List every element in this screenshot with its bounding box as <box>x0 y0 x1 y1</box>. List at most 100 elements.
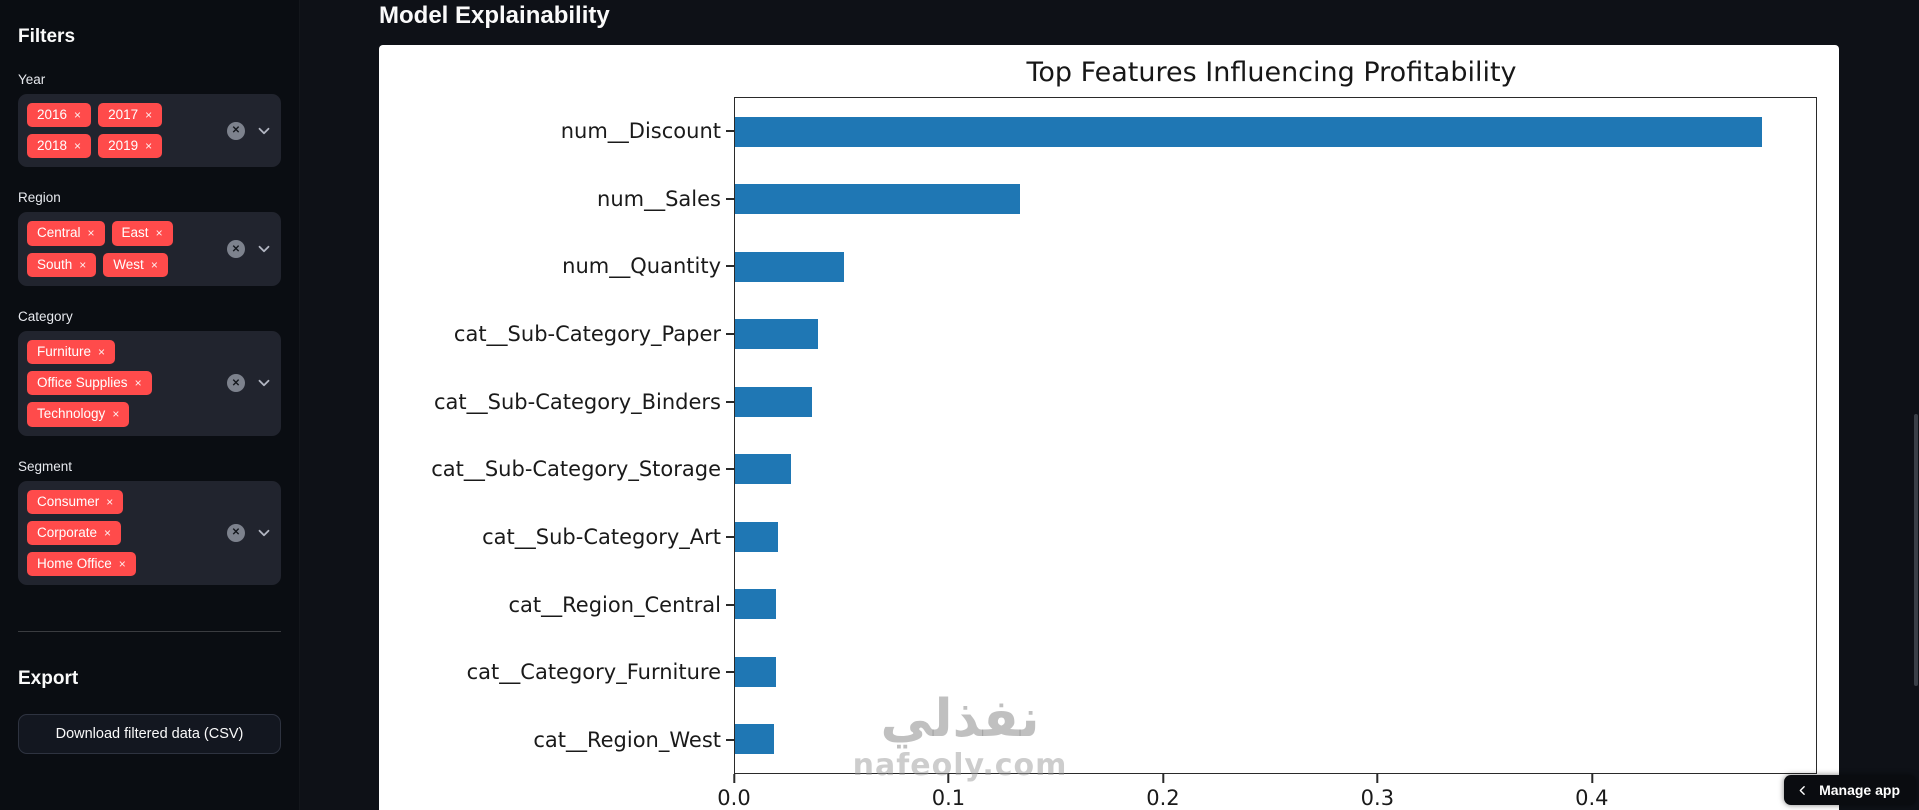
scrollbar-thumb[interactable] <box>1914 414 1918 686</box>
y-tick-label: cat__Sub-Category_Storage <box>431 457 721 482</box>
filter-label: Region <box>18 190 61 206</box>
tag-remove-icon[interactable]: × <box>104 525 112 540</box>
filter-tag[interactable]: East × <box>111 221 173 246</box>
y-label-row: cat__Category_Furniture <box>397 639 734 707</box>
y-tick-mark <box>726 332 734 335</box>
tag-label: West <box>113 256 144 272</box>
bar-row <box>735 98 1816 166</box>
y-label-row: num__Sales <box>397 165 734 233</box>
filter-groups: Year 2016 × 2017 × 2018 × 2019 × ✕ Region Centr… <box>18 72 281 586</box>
x-tick-label: 0.3 <box>1360 786 1395 810</box>
multiselect-controls: ✕ <box>217 121 273 140</box>
feature-importance-bar <box>735 454 791 485</box>
y-label-row: cat__Sub-Category_Binders <box>397 368 734 436</box>
feature-importance-bar <box>735 589 776 620</box>
tag-remove-icon[interactable]: × <box>79 257 87 272</box>
filter-tag[interactable]: Corporate × <box>27 520 122 545</box>
tag-label: South <box>37 256 73 272</box>
tag-remove-icon[interactable]: × <box>145 139 153 154</box>
y-tick-label: num__Discount <box>560 118 721 143</box>
chevron-down-icon[interactable] <box>255 240 273 258</box>
filter-group: Segment Consumer × Corporate × Home Office × … <box>18 459 281 586</box>
tag-list: Furniture × Office Supplies × Technology × <box>26 339 217 428</box>
main-content: Model Explainability Top Features Influe… <box>300 0 1919 810</box>
feature-importance-bar <box>735 656 776 687</box>
chevron-down-icon[interactable] <box>255 374 273 392</box>
tag-remove-icon[interactable]: × <box>74 108 82 123</box>
clear-all-icon[interactable]: ✕ <box>227 374 245 393</box>
clear-all-icon[interactable]: ✕ <box>227 523 245 542</box>
export-heading: Export <box>18 668 79 690</box>
tag-list: Central × East × South × West × <box>26 220 217 277</box>
clear-all-icon[interactable]: ✕ <box>227 121 245 140</box>
bar-row <box>735 638 1816 706</box>
y-tick-label: num__Quantity <box>562 254 721 279</box>
y-label-row: cat__Region_Central <box>397 571 734 639</box>
x-tick: 0.0 <box>717 774 751 810</box>
sidebar-divider <box>18 631 281 633</box>
multiselect[interactable]: Central × East × South × West × ✕ <box>18 212 281 286</box>
filter-group: Region Central × East × South × West × ✕ <box>18 190 281 286</box>
feature-importance-bar <box>735 319 819 350</box>
bar-row <box>735 301 1816 369</box>
y-tick-label: cat__Sub-Category_Binders <box>434 389 721 414</box>
tag-label: 2016 <box>37 107 68 122</box>
tag-remove-icon[interactable]: × <box>98 344 106 359</box>
x-tick: 0.1 <box>932 774 965 810</box>
tag-remove-icon[interactable]: × <box>74 139 82 154</box>
download-csv-button[interactable]: Download filtered data (CSV) <box>18 714 281 755</box>
tag-label: East <box>121 225 149 241</box>
manage-app-button[interactable]: Manage app <box>1784 775 1916 805</box>
filter-tag[interactable]: West × <box>103 252 168 277</box>
sidebar: Filters Year 2016 × 2017 × 2018 × 2019 × ✕ Regi… <box>0 0 300 810</box>
x-tick: 0.4 <box>1575 774 1609 810</box>
y-label-row: cat__Sub-Category_Art <box>397 503 734 571</box>
filter-group: Year 2016 × 2017 × 2018 × 2019 × ✕ <box>18 72 281 168</box>
x-tick-mark <box>947 774 950 783</box>
x-tick-mark <box>733 774 735 783</box>
feature-importance-bar <box>735 521 778 552</box>
chevron-down-icon[interactable] <box>255 524 273 542</box>
y-tick-mark <box>726 603 734 606</box>
multiselect[interactable]: Furniture × Office Supplies × Technology × ✕ <box>18 330 281 436</box>
filter-tag[interactable]: South × <box>27 252 97 277</box>
clear-all-icon[interactable]: ✕ <box>227 240 245 259</box>
y-tick-label: cat__Sub-Category_Art <box>482 525 721 550</box>
tag-label: 2019 <box>108 138 139 154</box>
multiselect[interactable]: 2016 × 2017 × 2018 × 2019 × ✕ <box>18 94 281 168</box>
chart-title: Top Features Influencing Profitability <box>1026 57 1517 88</box>
filter-label: Year <box>18 72 46 87</box>
y-tick-mark <box>726 468 734 471</box>
feature-importance-bar <box>735 184 1020 215</box>
feature-importance-bar <box>735 251 845 282</box>
filter-tag[interactable]: Central × <box>27 221 105 246</box>
filter-tag[interactable]: Consumer × <box>27 489 124 514</box>
tag-remove-icon[interactable]: × <box>155 226 163 241</box>
x-tick-mark <box>1161 774 1164 783</box>
bar-row <box>735 503 1816 571</box>
x-tick-label: 0.2 <box>1146 786 1180 810</box>
x-tick-label: 0.0 <box>717 786 751 810</box>
feature-importance-bar <box>735 116 1763 147</box>
filter-group: Category Furniture × Office Supplies × Techn… <box>18 309 281 436</box>
filter-tag[interactable]: Technology × <box>27 402 130 427</box>
tag-remove-icon[interactable]: × <box>106 494 114 509</box>
tag-label: 2017 <box>108 107 139 122</box>
chart-card: Top Features Influencing Profitability n… <box>379 45 1839 810</box>
tag-remove-icon[interactable]: × <box>112 407 120 422</box>
tag-remove-icon[interactable]: × <box>134 376 142 391</box>
filter-tag[interactable]: Home Office × <box>27 551 136 577</box>
multiselect[interactable]: Consumer × Corporate × Home Office × ✕ <box>18 480 281 586</box>
chevron-left-icon <box>1799 785 1805 795</box>
filter-tag[interactable]: 2018 × <box>27 134 92 159</box>
filter-tag[interactable]: 2016 × <box>27 103 92 128</box>
tag-remove-icon[interactable]: × <box>150 257 158 272</box>
filter-tag[interactable]: 2017 × <box>98 103 163 128</box>
filter-tag[interactable]: 2019 × <box>98 134 163 159</box>
filter-tag[interactable]: Office Supplies × <box>27 371 152 396</box>
tag-remove-icon[interactable]: × <box>145 108 153 123</box>
tag-remove-icon[interactable]: × <box>118 556 126 571</box>
tag-remove-icon[interactable]: × <box>87 226 95 241</box>
filter-tag[interactable]: Furniture × <box>27 339 116 365</box>
chevron-down-icon[interactable] <box>255 122 273 140</box>
